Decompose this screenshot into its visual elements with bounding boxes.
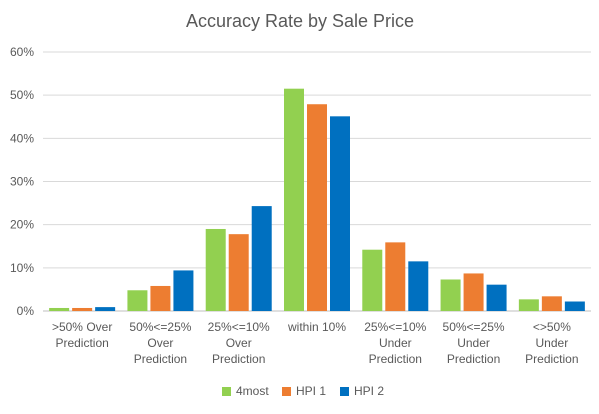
y-tick-label: 60%	[10, 45, 34, 59]
y-tick-label: 40%	[10, 131, 34, 145]
bar	[49, 307, 70, 311]
bar	[440, 279, 461, 311]
bar	[228, 234, 249, 311]
bars	[49, 88, 585, 312]
chart-title: Accuracy Rate by Sale Price	[186, 11, 414, 31]
bar	[408, 261, 429, 311]
bar	[463, 273, 484, 311]
y-tick-label: 0%	[17, 304, 35, 318]
bar	[564, 301, 585, 311]
x-tick-label: 50%<=25% Over Prediction	[129, 320, 191, 366]
x-axis: >50% Over Prediction 50%<=25% Over Predictio…	[52, 320, 579, 366]
legend-label: HPI 1	[296, 384, 326, 398]
legend-label: HPI 2	[354, 384, 384, 398]
bar	[173, 270, 194, 311]
x-tick-label: >50% Over Prediction	[52, 320, 112, 350]
legend-swatch	[282, 387, 291, 396]
legend-swatch	[340, 387, 349, 396]
y-tick-label: 30%	[10, 175, 34, 189]
bar	[284, 88, 304, 311]
bar	[72, 307, 93, 311]
x-tick-label: within 10%	[287, 320, 346, 334]
bar	[150, 285, 171, 311]
bar	[518, 299, 539, 311]
bar	[251, 206, 272, 311]
x-tick-label: <>50% Under Prediction	[525, 320, 578, 366]
y-axis: 0% 10% 20% 30% 40% 50% 60%	[10, 45, 34, 318]
bar	[486, 284, 507, 311]
y-tick-label: 20%	[10, 218, 34, 232]
y-tick-label: 10%	[10, 261, 34, 275]
bar	[205, 228, 226, 311]
x-tick-label: 25%<=10% Over Prediction	[208, 320, 270, 366]
y-tick-label: 50%	[10, 88, 34, 102]
legend: 4most HPI 1 HPI 2	[222, 384, 384, 398]
x-tick-label: 25%<=10% Under Prediction	[364, 320, 426, 366]
bar	[362, 249, 383, 311]
bar	[127, 290, 148, 311]
bar	[541, 296, 562, 311]
bar	[385, 242, 406, 311]
bar	[330, 116, 350, 312]
legend-label: 4most	[236, 384, 269, 398]
bar	[95, 307, 116, 311]
legend-swatch	[222, 387, 231, 396]
x-tick-label: 50%<=25% Under Prediction	[443, 320, 505, 366]
bar	[307, 104, 327, 312]
